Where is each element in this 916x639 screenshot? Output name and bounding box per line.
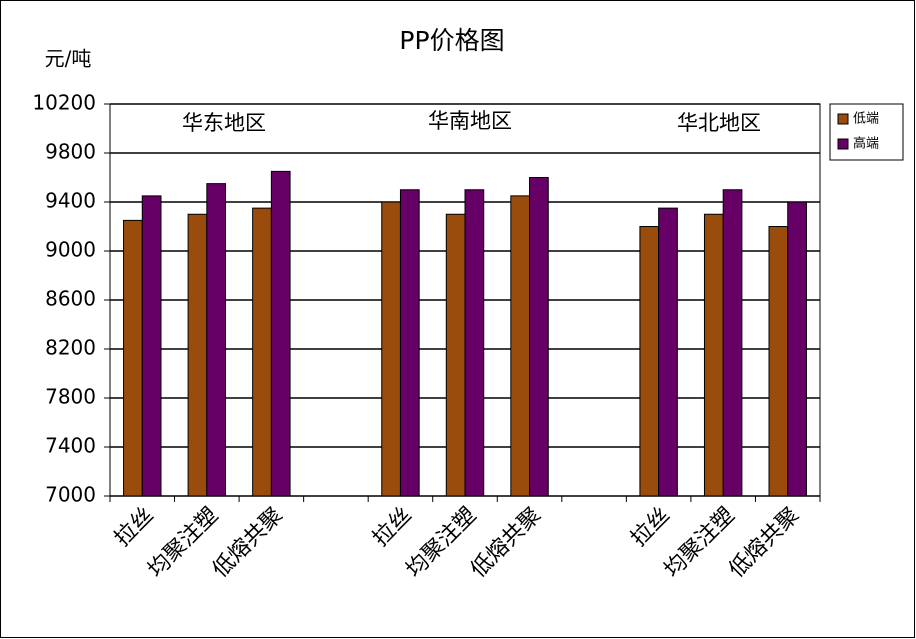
bar <box>787 201 807 497</box>
legend-swatch <box>837 138 849 150</box>
y-axis-label: 元/吨 <box>45 47 92 71</box>
chart-title: PP价格图 <box>399 26 504 55</box>
y-tick-label: 8600 <box>45 287 96 311</box>
y-tick-label: 9000 <box>45 238 96 262</box>
bar <box>703 213 724 497</box>
legend-label: 高端 <box>853 136 879 152</box>
bar <box>529 177 549 497</box>
bar <box>206 183 227 497</box>
legend-swatch <box>837 113 849 125</box>
legend-label: 低端 <box>853 112 879 127</box>
y-tick-label: 9400 <box>45 189 96 213</box>
bar <box>445 213 466 497</box>
bar <box>123 219 143 497</box>
bar <box>510 195 531 497</box>
region-label: 华南地区 <box>428 109 512 133</box>
bar <box>658 207 678 497</box>
bar <box>639 226 660 497</box>
legend-box <box>829 103 904 161</box>
bar <box>141 195 162 497</box>
bar <box>252 207 272 497</box>
bar <box>464 189 485 497</box>
bar <box>381 201 401 497</box>
y-tick-label: 10200 <box>32 91 96 115</box>
y-tick-label: 7800 <box>45 385 96 409</box>
bar <box>722 189 743 497</box>
y-tick-label: 7000 <box>45 483 96 507</box>
y-tick-label: 8200 <box>45 336 96 360</box>
region-label: 华东地区 <box>182 111 266 135</box>
bar <box>399 189 420 497</box>
y-tick-label: 7400 <box>45 434 96 458</box>
bar <box>768 226 789 497</box>
region-label: 华北地区 <box>677 111 761 135</box>
bar <box>270 170 291 497</box>
y-tick-label: 9800 <box>45 140 96 164</box>
bar <box>187 213 208 497</box>
